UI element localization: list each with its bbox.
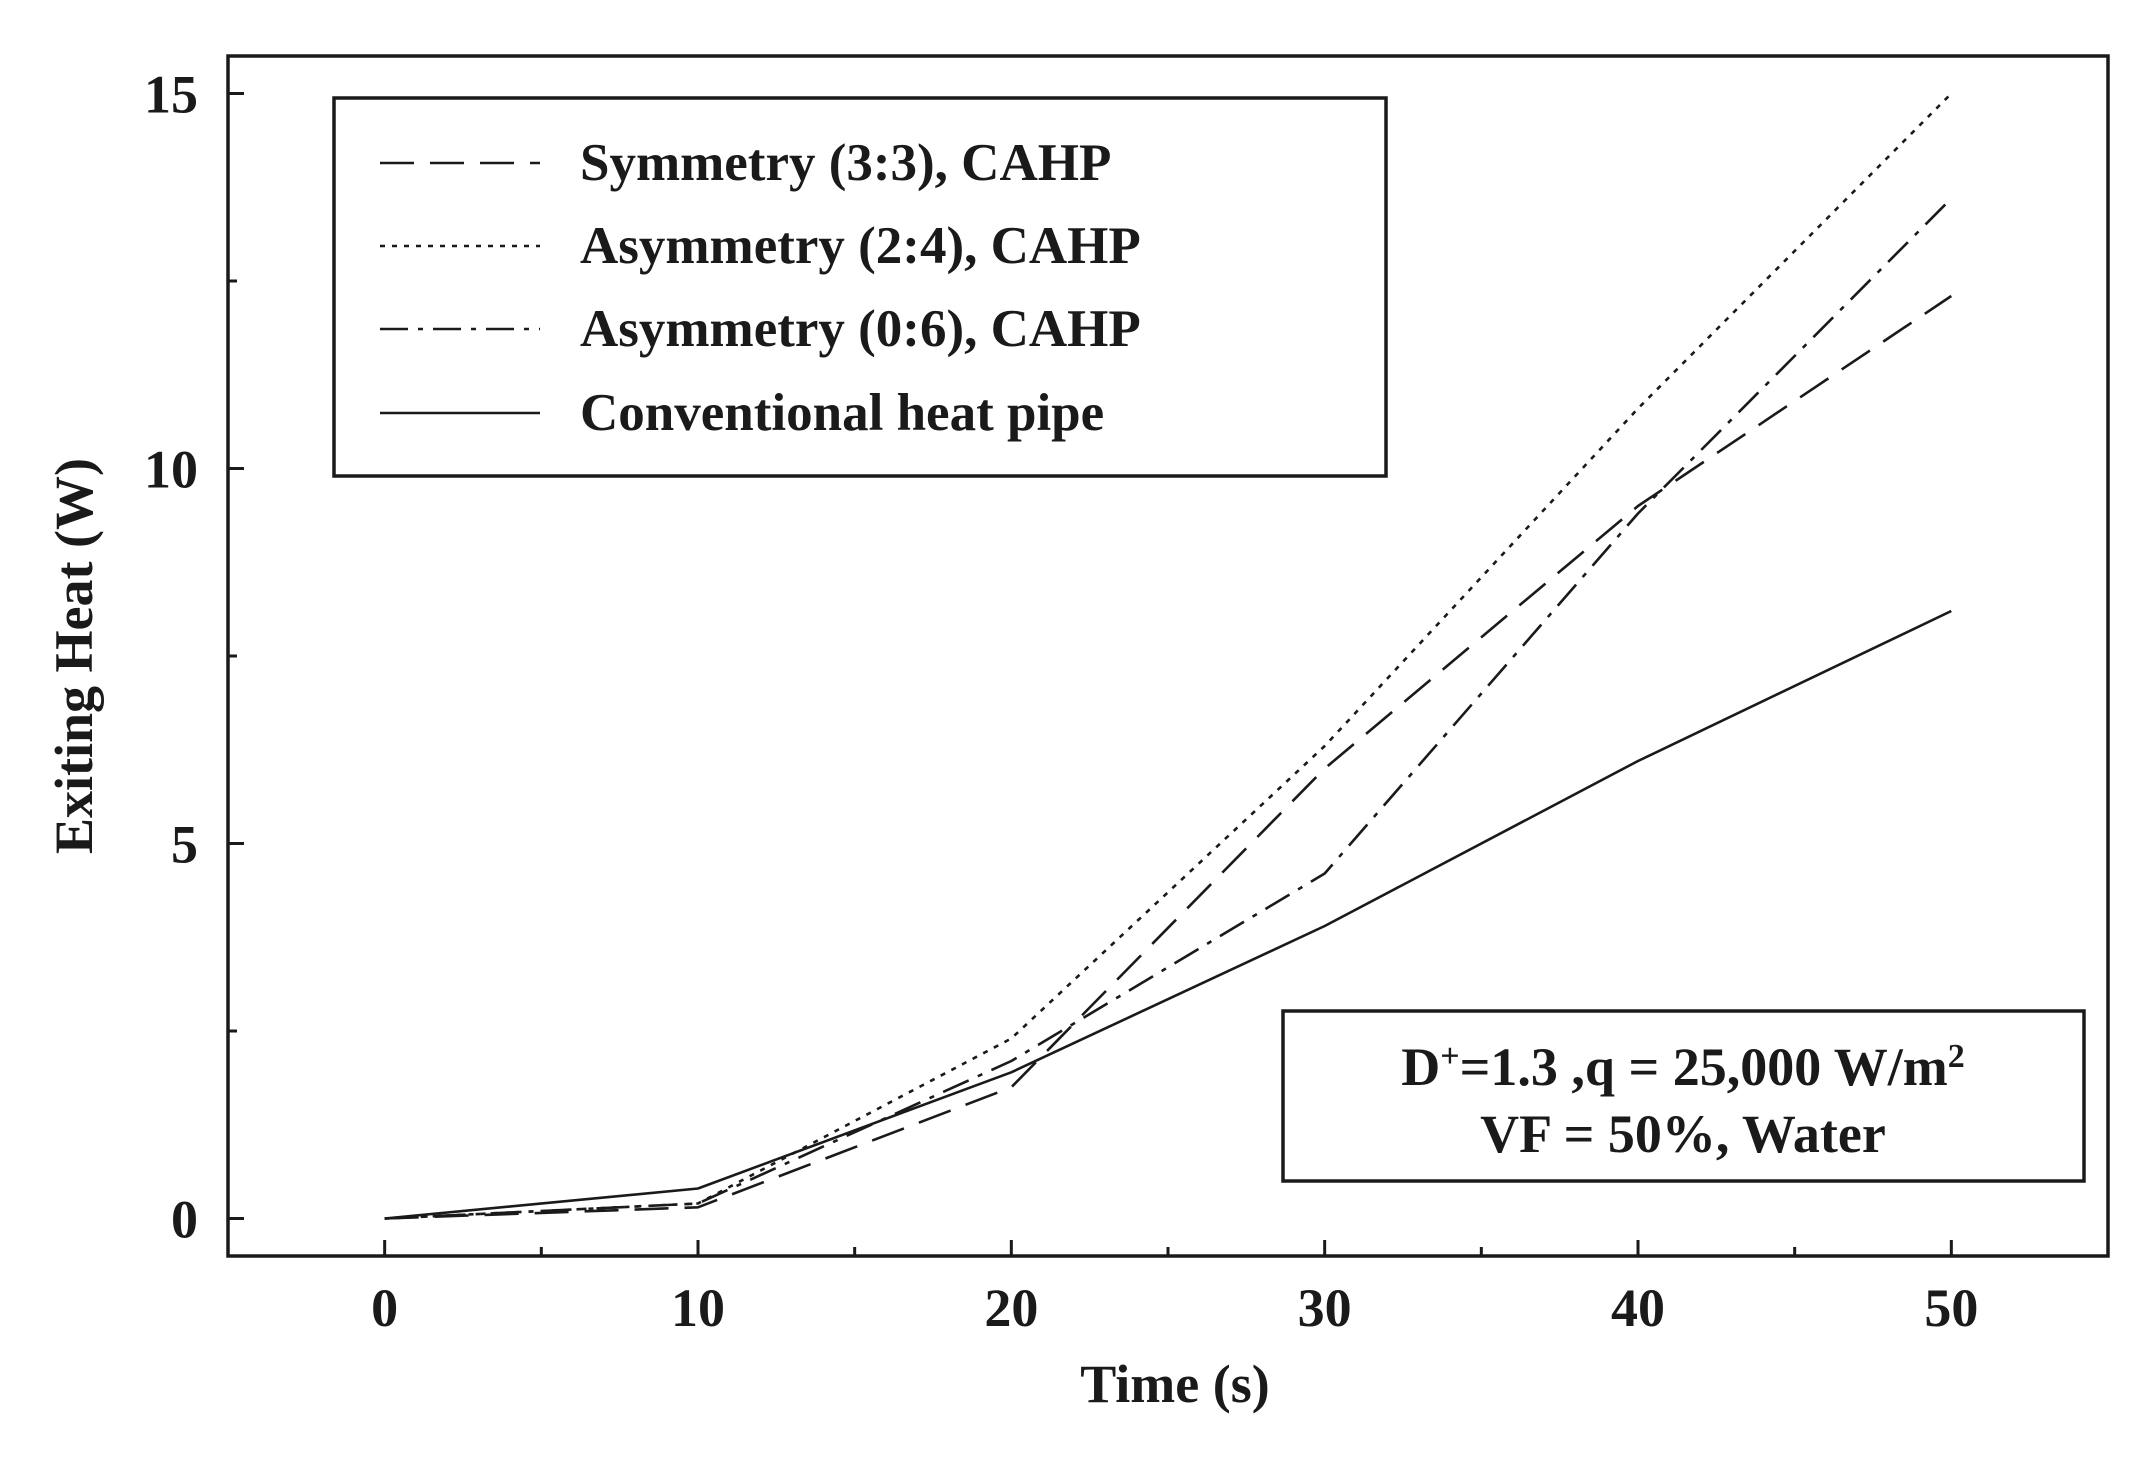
y-tick-label: 0 xyxy=(171,1190,198,1250)
x-tick-label: 50 xyxy=(1924,1278,1978,1338)
annotation-box xyxy=(1281,1009,2086,1183)
y-tick-label: 5 xyxy=(171,815,198,875)
x-tick-label: 30 xyxy=(1298,1278,1352,1338)
legend-label-conventional: Conventional heat pipe xyxy=(580,384,1104,442)
x-tick-label: 10 xyxy=(671,1278,725,1338)
series-line-1 xyxy=(384,294,1953,1220)
annotation-exponent: 2 xyxy=(1948,1038,1965,1075)
x-tick-label: 0 xyxy=(371,1278,398,1338)
legend-label-asymmetry-0-6: Asymmetry (0:6), CAHP xyxy=(580,300,1141,358)
annotation-d-superscript: + xyxy=(1440,1038,1459,1075)
legend-label-asymmetry-2-4: Asymmetry (2:4), CAHP xyxy=(580,217,1141,275)
legend-label-symmetry-3-3: Symmetry (3:3), CAHP xyxy=(580,134,1111,192)
series-line-4 xyxy=(384,609,1952,1220)
x-tick-label: 20 xyxy=(984,1278,1038,1338)
legend: Symmetry (3:3), CAHP Asymmetry (2:4), CA… xyxy=(332,96,1388,478)
y-axis-title: Exiting Heat (W) xyxy=(44,458,104,854)
annotation-d: D xyxy=(1401,1037,1440,1097)
tick-labels: 0 10 20 30 40 50 0 5 10 15 xyxy=(144,65,1978,1339)
annotation-line-1: D+=1.3 ,q = 25,000 W/m2 xyxy=(1401,1037,1964,1097)
y-tick-label: 10 xyxy=(144,440,198,500)
annotation-params: =1.3 ,q = 25,000 W/m xyxy=(1460,1037,1948,1097)
y-tick-label: 15 xyxy=(144,65,198,125)
annotation-line-2: VF = 50%, Water xyxy=(1480,1104,1886,1164)
x-axis-title: Time (s) xyxy=(1080,1354,1269,1414)
annotation: D+=1.3 ,q = 25,000 W/m2 VF = 50%, Water xyxy=(1281,1009,2086,1183)
x-tick-label: 40 xyxy=(1611,1278,1665,1338)
axis-ticks xyxy=(228,92,1953,1256)
series-layer xyxy=(384,92,1953,1220)
legend-samples xyxy=(380,161,540,415)
